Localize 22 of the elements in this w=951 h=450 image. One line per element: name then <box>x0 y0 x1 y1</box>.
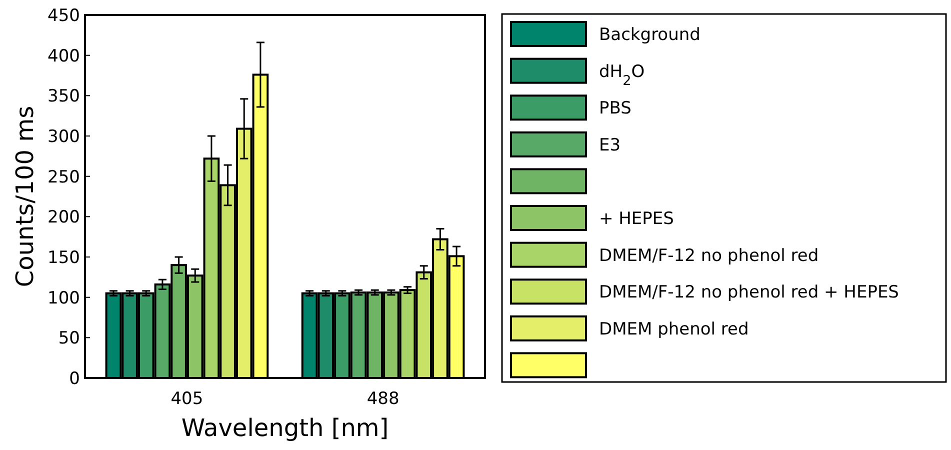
x-axis-title: Wavelength [nm] <box>181 414 389 442</box>
y-tick-label: 0 <box>69 368 80 389</box>
legend-label: DMEM/F-12 no phenol red <box>599 246 819 266</box>
y-tick-label: 350 <box>48 86 80 107</box>
y-tick-label: 200 <box>48 208 80 228</box>
legend-label: DMEM phenol red <box>599 319 749 340</box>
x-tick-label: 488 <box>366 389 400 409</box>
legend-label: Background <box>599 24 700 45</box>
y-tick-label: 300 <box>48 126 80 147</box>
x-tick-label: 405 <box>170 389 204 409</box>
y-tick-label: 400 <box>48 46 80 66</box>
legend-label: PBS <box>599 98 632 119</box>
y-tick-label: 100 <box>48 288 80 308</box>
y-tick-label: 450 <box>48 6 80 26</box>
y-tick-label: 50 <box>58 328 80 349</box>
y-tick-label: 150 <box>48 248 80 268</box>
legend-label: dH$_{2}$O <box>599 62 645 89</box>
y-axis-title: Counts/100 ms <box>11 106 39 288</box>
y-tick-label: 250 <box>48 167 80 188</box>
legend-label: DMEM/F-12 no phenol red + HEPES <box>599 282 899 303</box>
legend-label: E3 <box>599 135 621 156</box>
legend-label: + HEPES <box>599 208 674 229</box>
